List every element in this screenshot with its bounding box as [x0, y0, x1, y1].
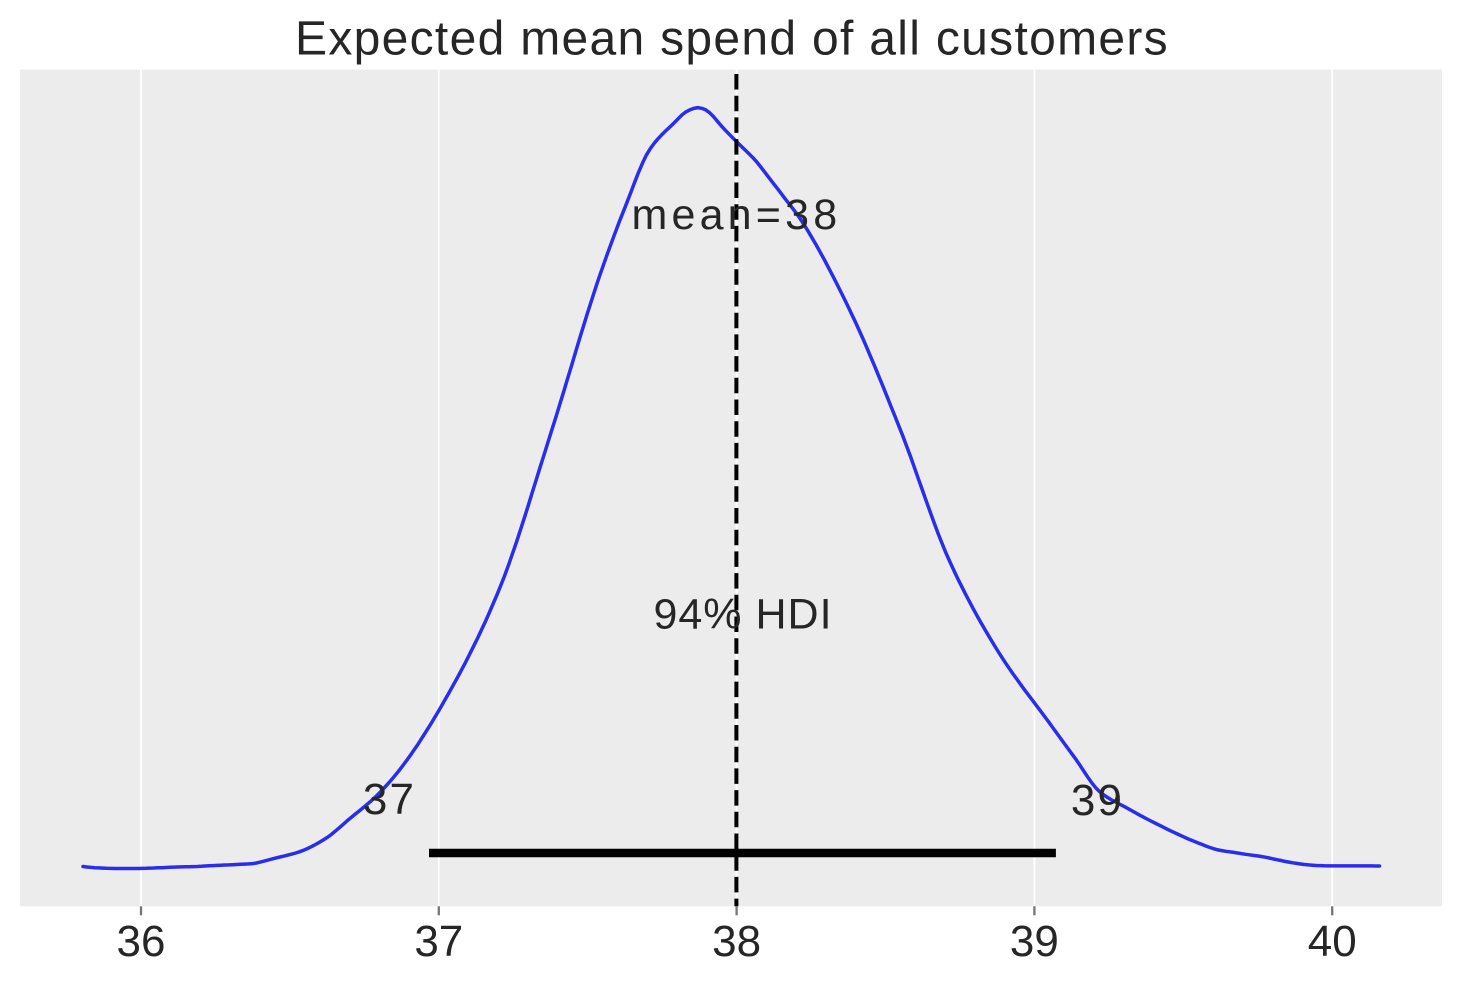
svg-text:40: 40	[1308, 917, 1357, 966]
svg-text:39: 39	[1071, 776, 1124, 825]
svg-text:36: 36	[117, 917, 166, 966]
svg-text:Expected mean spend of all cus: Expected mean spend of all customers	[295, 12, 1169, 65]
svg-text:38: 38	[712, 917, 761, 966]
svg-text:94% HDI: 94% HDI	[653, 591, 832, 639]
svg-text:39: 39	[1010, 917, 1059, 966]
svg-text:mean=38: mean=38	[631, 191, 841, 239]
svg-text:37: 37	[363, 775, 416, 824]
svg-text:37: 37	[414, 917, 463, 966]
